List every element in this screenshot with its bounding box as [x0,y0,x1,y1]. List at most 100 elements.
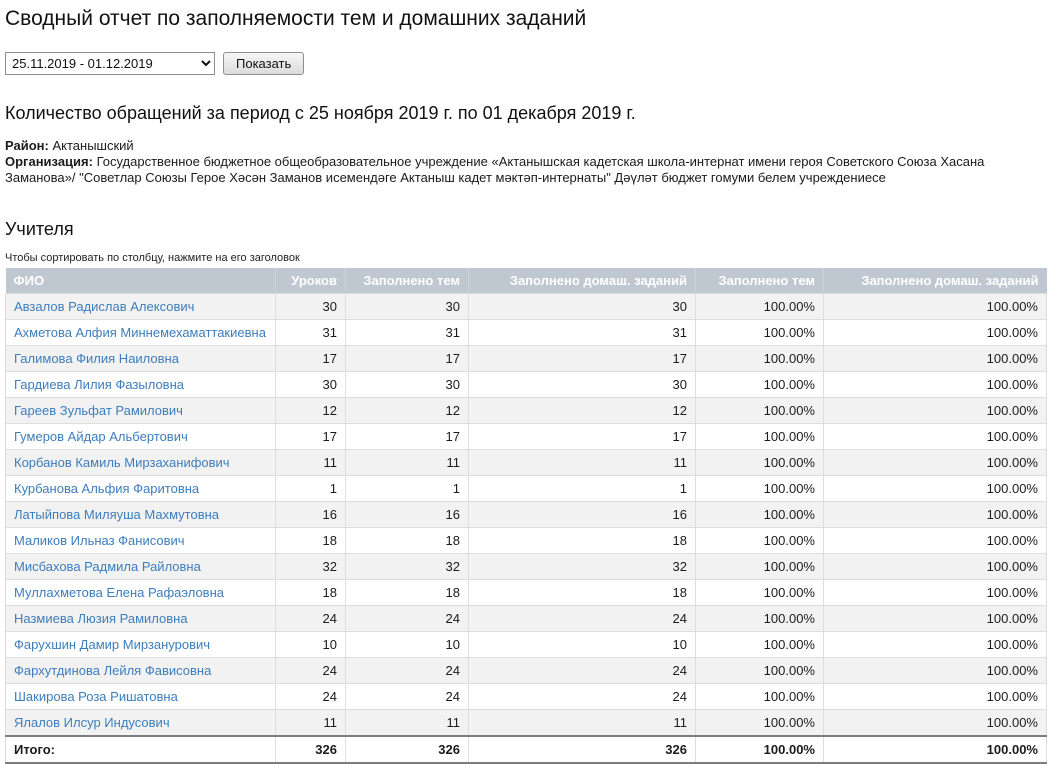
topics-cell: 10 [345,631,469,658]
column-header-homework-filled-pct[interactable]: Заполнено домаш. заданий [823,268,1047,294]
header-row: ФИО Уроков Заполнено тем Заполнено домаш… [5,268,1047,294]
lessons-cell: 17 [275,423,346,450]
lessons-cell: 11 [275,709,346,737]
report-subtitle: Количество обращений за период с 25 нояб… [5,103,636,123]
teacher-link[interactable]: Назмиева Люзия Рамиловна [14,611,188,626]
topics-pct-cell: 100.00% [695,475,824,502]
homework-pct-cell: 100.00% [823,683,1047,710]
table-row: Гареев Зульфат Рамилович 12 12 12 100.00… [5,397,1047,424]
topics-cell: 11 [345,449,469,476]
teacher-link[interactable]: Маликов Ильназ Фанисович [14,533,185,548]
district-line: Район: Актанышский [5,138,1046,154]
teachers-table: ФИО Уроков Заполнено тем Заполнено домаш… [5,268,1047,764]
teacher-name-cell: Латыйпова Миляуша Махмутовна [5,501,276,528]
column-header-lessons[interactable]: Уроков [275,268,346,294]
homework-pct-cell: 100.00% [823,319,1047,346]
teacher-link[interactable]: Латыйпова Миляуша Махмутовна [14,507,220,522]
lessons-cell: 30 [275,371,346,398]
teacher-name-cell: Ялалов Илсур Индусович [5,709,276,737]
topics-cell: 18 [345,579,469,606]
homework-cell: 30 [468,293,696,320]
lessons-cell: 10 [275,631,346,658]
period-select[interactable]: 25.11.2019 - 01.12.2019 [5,52,215,75]
column-header-topics-filled[interactable]: Заполнено тем [345,268,469,294]
teacher-name-cell: Фарухшин Дамир Мирзанурович [5,631,276,658]
teacher-link[interactable]: Фарухшин Дамир Мирзанурович [14,637,211,652]
teacher-link[interactable]: Фархутдинова Лейля Фависовна [14,663,212,678]
topics-cell: 30 [345,293,469,320]
lessons-cell: 31 [275,319,346,346]
topics-cell: 1 [345,475,469,502]
homework-cell: 24 [468,605,696,632]
filter-bar: 25.11.2019 - 01.12.2019 Показать [5,52,1046,75]
lessons-cell: 32 [275,553,346,580]
teacher-name-cell: Гареев Зульфат Рамилович [5,397,276,424]
homework-pct-cell: 100.00% [823,475,1047,502]
teacher-link[interactable]: Шакирова Роза Ришатовна [14,689,178,704]
homework-pct-cell: 100.00% [823,657,1047,684]
teacher-link[interactable]: Муллахметова Елена Рафаэловна [14,585,224,600]
table-row: Галимова Филия Наиловна 17 17 17 100.00%… [5,345,1047,372]
table-row: Шакирова Роза Ришатовна 24 24 24 100.00%… [5,683,1047,710]
homework-pct-cell: 100.00% [823,397,1047,424]
teacher-link[interactable]: Гумеров Айдар Альбертович [14,429,188,444]
totals-topics: 326 [345,735,469,764]
table-row: Латыйпова Миляуша Махмутовна 16 16 16 10… [5,501,1047,528]
column-header-homework-filled[interactable]: Заполнено домаш. заданий [468,268,696,294]
topics-pct-cell: 100.00% [695,501,824,528]
topics-cell: 31 [345,319,469,346]
column-header-fio[interactable]: ФИО [5,268,276,294]
homework-cell: 10 [468,631,696,658]
topics-pct-cell: 100.00% [695,449,824,476]
teacher-link[interactable]: Ахметова Алфия Миннемехаматтакиевна [14,325,266,340]
homework-cell: 17 [468,423,696,450]
topics-pct-cell: 100.00% [695,579,824,606]
show-button[interactable]: Показать [223,52,305,75]
district-label: Район: [5,138,49,153]
teacher-link[interactable]: Корбанов Камиль Мирзаханифович [14,455,230,470]
teacher-link[interactable]: Гареев Зульфат Рамилович [14,403,183,418]
topics-pct-cell: 100.00% [695,345,824,372]
lessons-cell: 16 [275,501,346,528]
page-title: Сводный отчет по заполняемости тем и дом… [5,7,587,30]
topics-pct-cell: 100.00% [695,709,824,737]
table-row: Маликов Ильназ Фанисович 18 18 18 100.00… [5,527,1047,554]
teachers-heading: Учителя [5,219,74,239]
teacher-link[interactable]: Мисбахова Радмила Райловна [14,559,201,574]
table-row: Корбанов Камиль Мирзаханифович 11 11 11 … [5,449,1047,476]
teacher-name-cell: Маликов Ильназ Фанисович [5,527,276,554]
table-row: Ялалов Илсур Индусович 11 11 11 100.00% … [5,709,1047,737]
teacher-link[interactable]: Гардиева Лилия Фазыловна [14,377,184,392]
teacher-link[interactable]: Галимова Филия Наиловна [14,351,179,366]
teacher-link[interactable]: Авзалов Радислав Алексович [14,299,195,314]
lessons-cell: 18 [275,527,346,554]
homework-cell: 16 [468,501,696,528]
totals-lessons: 326 [275,735,346,764]
homework-pct-cell: 100.00% [823,631,1047,658]
table-header: ФИО Уроков Заполнено тем Заполнено домаш… [5,268,1047,294]
lessons-cell: 24 [275,605,346,632]
report-meta: Район: Актанышский Организация: Государс… [5,138,1046,186]
homework-cell: 17 [468,345,696,372]
table-row: Мисбахова Радмила Райловна 32 32 32 100.… [5,553,1047,580]
homework-pct-cell: 100.00% [823,579,1047,606]
topics-pct-cell: 100.00% [695,605,824,632]
topics-pct-cell: 100.00% [695,631,824,658]
column-header-topics-filled-pct[interactable]: Заполнено тем [695,268,824,294]
organization-label: Организация: [5,154,93,169]
teacher-name-cell: Галимова Филия Наиловна [5,345,276,372]
homework-cell: 1 [468,475,696,502]
homework-cell: 30 [468,371,696,398]
topics-pct-cell: 100.00% [695,319,824,346]
teacher-link[interactable]: Курбанова Альфия Фаритовна [14,481,200,496]
homework-cell: 24 [468,683,696,710]
homework-cell: 11 [468,449,696,476]
teacher-link[interactable]: Ялалов Илсур Индусович [14,715,170,730]
homework-cell: 18 [468,579,696,606]
homework-pct-cell: 100.00% [823,709,1047,737]
topics-pct-cell: 100.00% [695,553,824,580]
homework-cell: 11 [468,709,696,737]
totals-topics-pct: 100.00% [695,735,824,764]
totals-label: Итого: [5,735,276,764]
